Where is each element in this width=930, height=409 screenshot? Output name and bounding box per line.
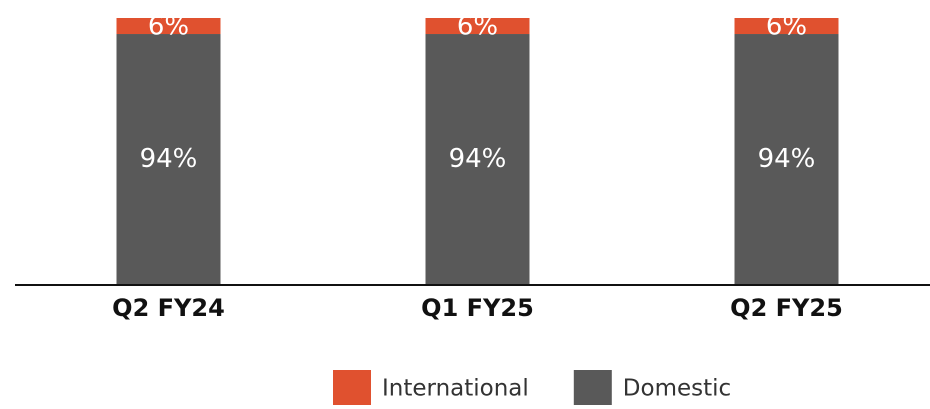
bar-segment — [425, 34, 530, 285]
legend-swatch — [573, 370, 612, 405]
bar-segment — [734, 34, 839, 285]
value-label: 94% — [449, 144, 507, 174]
x-tick-label: Q1 FY25 — [421, 294, 534, 322]
legend-label: International — [382, 376, 529, 402]
legend-swatch — [333, 370, 371, 405]
x-tick-label: Q2 FY24 — [112, 294, 225, 322]
value-label: 6% — [766, 12, 807, 42]
bar-segment — [116, 34, 221, 285]
x-tick-label: Q2 FY25 — [730, 294, 843, 322]
value-label: 6% — [457, 12, 498, 42]
value-label: 6% — [148, 12, 189, 42]
legend-label: Domestic — [623, 376, 731, 402]
value-label: 94% — [140, 144, 198, 174]
bar-segment — [425, 18, 530, 35]
bar-segment — [116, 18, 221, 35]
bar-segment — [734, 18, 839, 35]
value-label: 94% — [758, 144, 816, 174]
